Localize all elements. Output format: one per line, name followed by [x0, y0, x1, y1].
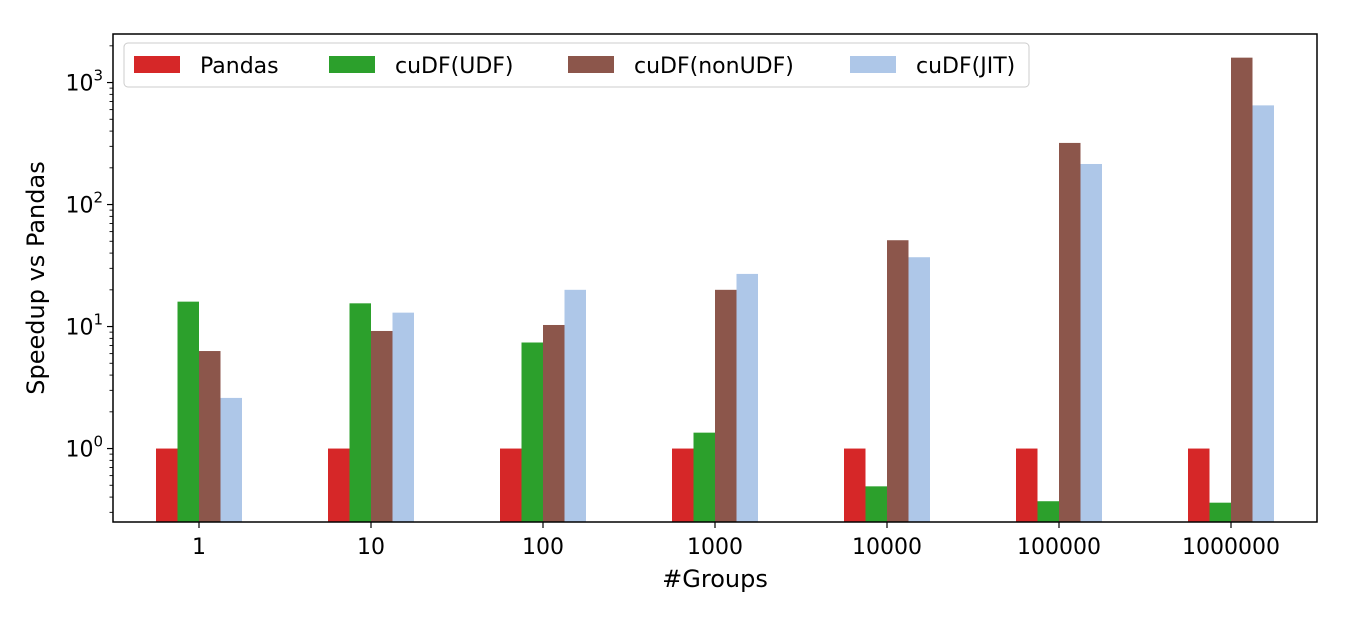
x-axis-label: #Groups	[662, 565, 768, 593]
bar-pandas-100	[500, 448, 522, 522]
bar-cudf-jit-10	[392, 312, 414, 522]
x-tick-label: 1000000	[1182, 535, 1280, 560]
y-tick-label: 100	[65, 433, 103, 463]
bar-cudf-udf-1000	[693, 432, 715, 522]
y-tick-label: 102	[65, 189, 103, 219]
bar-cudf-udf-1	[177, 301, 199, 522]
y-tick-label: 103	[65, 67, 103, 97]
bar-pandas-1000000	[1188, 448, 1210, 522]
x-tick-label: 100	[522, 535, 564, 560]
bar-cudf-jit-100000	[1080, 163, 1102, 522]
legend-label-cudf-jit: cuDF(JIT)	[916, 54, 1015, 79]
bar-pandas-100000	[1016, 448, 1038, 522]
bar-cudf-jit-1000	[736, 273, 758, 522]
x-tick-label: 100000	[1017, 535, 1101, 560]
legend-swatch-cudf-nonudf	[568, 56, 614, 73]
legend-swatch-pandas	[134, 56, 180, 73]
x-tick-label: 10000	[852, 535, 922, 560]
bar-cudf-udf-1000000	[1209, 502, 1231, 522]
bar-cudf-nonudf-10000	[887, 240, 909, 523]
bar-pandas-10000	[844, 448, 866, 522]
bars-layer	[156, 57, 1274, 523]
x-tick-label: 10	[357, 535, 385, 560]
ticks-layer: 1 10 100 1000 10000 100000 1000000 100 101 102 103	[65, 45, 1280, 560]
y-axis-label: Speedup vs Pandas	[22, 161, 50, 394]
legend-label-cudf-nonudf: cuDF(nonUDF)	[634, 54, 794, 79]
bar-cudf-nonudf-1	[199, 351, 221, 522]
legend-swatch-cudf-udf	[329, 56, 375, 73]
bar-cudf-udf-10000	[865, 486, 887, 522]
bar-cudf-nonudf-1000	[715, 289, 737, 522]
legend-label-pandas: Pandas	[200, 54, 279, 79]
legend: Pandas cuDF(UDF) cuDF(nonUDF) cuDF(JIT)	[123, 42, 1030, 88]
bar-pandas-1	[156, 448, 178, 522]
bar-cudf-udf-100000	[1037, 501, 1059, 522]
x-tick-label: 1000	[687, 535, 743, 560]
y-tick-label: 101	[65, 311, 103, 341]
bar-cudf-jit-1	[220, 397, 242, 522]
bar-pandas-10	[328, 448, 350, 522]
bar-cudf-nonudf-100000	[1059, 142, 1081, 522]
bar-cudf-udf-10	[349, 303, 371, 522]
plot-frame	[112, 33, 1318, 523]
x-tick-label: 1	[192, 535, 206, 560]
bar-cudf-jit-1000000	[1252, 105, 1274, 522]
bar-cudf-nonudf-100	[543, 324, 565, 522]
bar-cudf-udf-100	[521, 342, 543, 522]
bar-cudf-jit-100	[564, 289, 586, 522]
legend-swatch-cudf-jit	[850, 56, 896, 73]
bar-cudf-jit-10000	[908, 257, 930, 522]
bar-cudf-nonudf-1000000	[1231, 57, 1253, 522]
bar-pandas-1000	[672, 448, 694, 522]
legend-label-cudf-udf: cuDF(UDF)	[395, 54, 514, 79]
bar-cudf-nonudf-10	[371, 330, 393, 522]
